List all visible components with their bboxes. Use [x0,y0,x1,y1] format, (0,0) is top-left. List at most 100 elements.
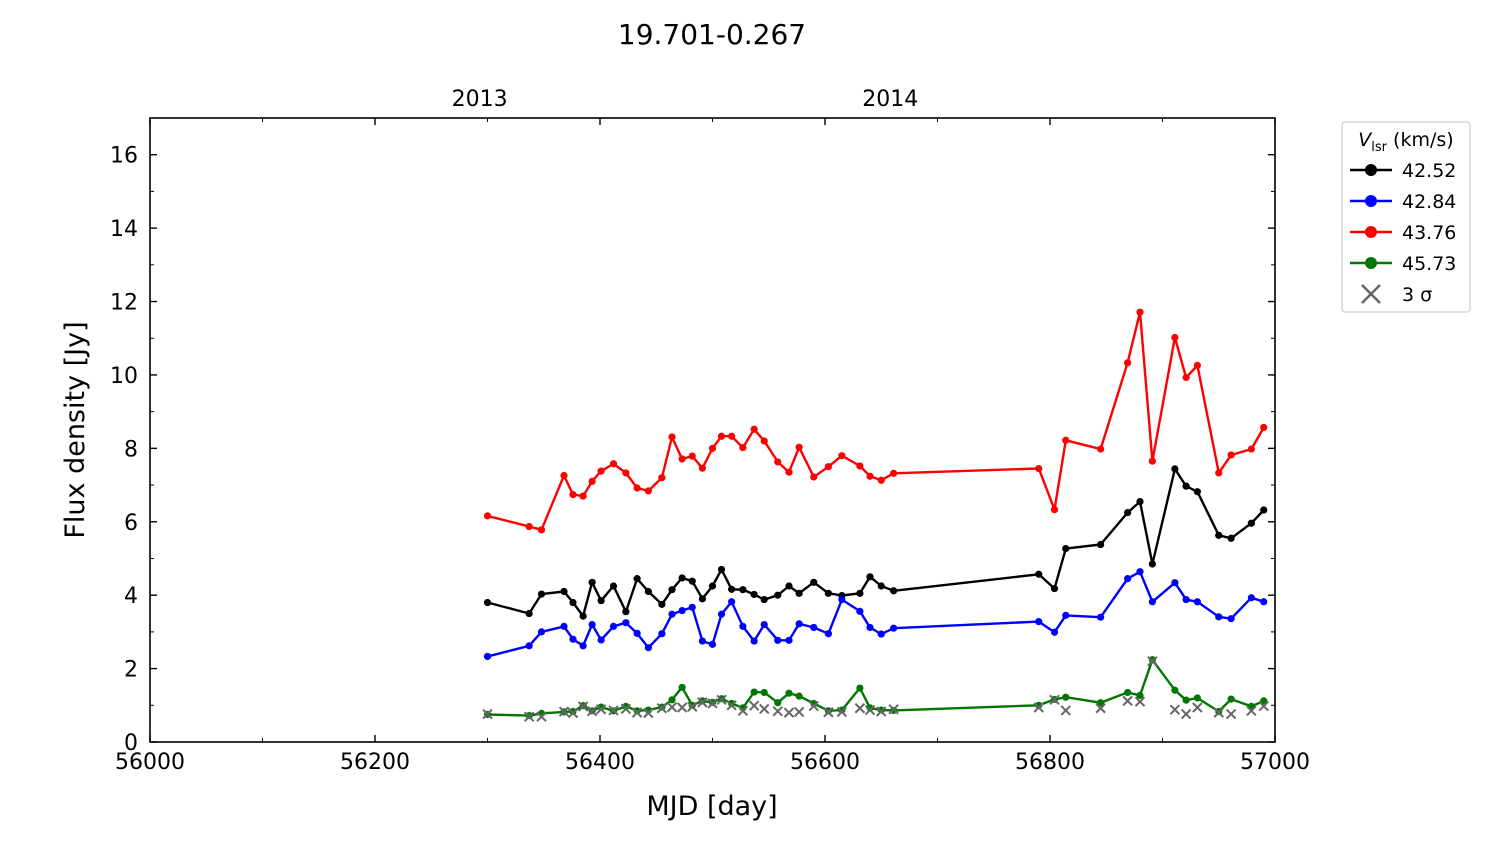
data-point [739,622,747,630]
data-point [750,425,758,433]
data-point [678,683,686,691]
data-point [1050,584,1059,593]
data-point [838,706,846,714]
data-point [824,463,832,471]
data-point [609,622,618,630]
data-point [1148,560,1156,568]
data-point [708,444,717,452]
data-point [668,433,676,441]
data-point [644,587,652,596]
sigma-marker [759,703,770,715]
data-point [597,467,605,475]
legend-label: 3 σ [1402,284,1432,306]
data-point [1148,656,1156,664]
data-point [579,612,587,620]
data-point [560,587,568,596]
data-point [795,443,803,451]
x-tick-label: 56600 [790,750,860,775]
sigma-marker [1192,702,1203,713]
data-point [708,582,717,590]
sigma-marker [1180,708,1192,720]
legend-marker-x [1361,284,1381,304]
data-point [569,707,577,716]
data-point [750,590,758,599]
data-point [838,452,846,460]
data-point [739,586,747,594]
sigma-marker [793,706,805,718]
sigma-marker [1213,707,1224,718]
data-point [877,706,885,714]
series-3-sigma [482,656,1269,722]
data-point [877,476,885,484]
sigma-marker [586,705,598,717]
axes: 56000 56200 56400 56600 56800 57000 0 2 4 6 8 10 12 1… [110,87,1310,775]
x-axis-label: MJD [day] [646,791,777,822]
legend-marker [1365,195,1377,207]
data-point [785,468,793,476]
data-point [525,642,533,650]
data-point [698,464,706,472]
legend-marker [1365,257,1377,269]
data-point [1035,618,1043,626]
data-point [579,642,587,650]
data-point [760,620,768,629]
data-point [633,629,641,637]
legend-title-main: V [1358,129,1373,151]
data-point [890,624,898,632]
data-point [609,582,618,590]
data-point [688,603,696,611]
series-42-84 [483,568,1268,661]
data-point [1136,691,1144,699]
y-tick-label: 14 [110,217,138,242]
data-point [785,689,793,697]
data-point [525,609,533,618]
series-42-52 [483,465,1268,620]
sigma-marker [808,700,819,712]
sigma-marker [1095,703,1106,714]
data-point [1260,598,1268,606]
sigma-marker [823,707,834,718]
data-point [890,587,898,595]
legend-entry: 45.73 [1350,253,1456,275]
data-point [569,635,577,643]
data-point [1136,568,1144,576]
data-point [1193,598,1201,606]
data-point [1124,688,1132,697]
data-point [1124,359,1132,367]
x-tick-label: 56400 [565,750,635,775]
sigma-marker [656,703,668,714]
legend-marker [1365,164,1377,176]
data-point [483,598,492,607]
chart-title: 19.701-0.267 [618,18,806,51]
data-point [1097,613,1105,621]
y-tick-label: 2 [124,658,138,683]
data-point [866,472,874,480]
data-point [717,610,726,618]
legend: Vlsr (km/s) 42.52 42.84 43.76 45.73 3 σ [1341,121,1471,313]
data-point [1260,697,1268,705]
sigma-marker [666,701,678,713]
data-point [1148,598,1156,606]
data-point [1062,436,1070,444]
sigma-marker [836,706,848,718]
data-point [483,652,492,661]
sigma-marker [888,704,899,715]
data-point [633,575,641,583]
data-point [1260,423,1268,432]
data-point [795,620,803,628]
data-point [1124,575,1132,583]
data-point [537,628,546,636]
data-point [774,636,782,644]
data-point [678,455,686,463]
data-point [739,444,747,452]
sigma-marker [643,707,654,719]
sigma-marker [1246,705,1257,717]
data-point [579,492,587,500]
sigma-marker [608,705,619,716]
data-point [622,469,630,477]
sigma-marker [536,711,547,722]
data-point [728,699,736,708]
data-point [750,637,758,645]
data-point [588,578,596,586]
